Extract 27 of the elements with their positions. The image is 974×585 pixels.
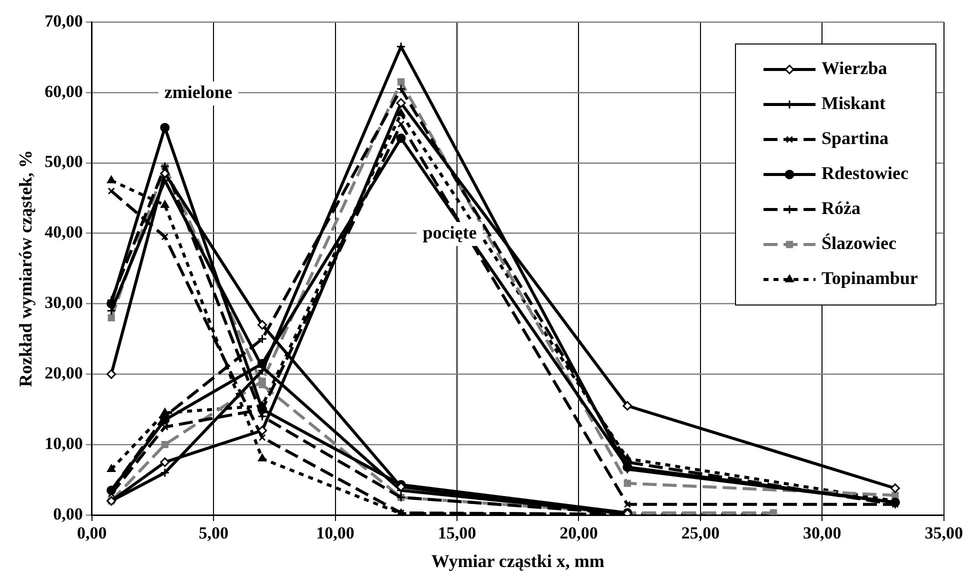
x-axis-title: Wymiar cząstki x, mm xyxy=(431,550,604,571)
y-tick-label: 70,00 xyxy=(44,11,83,30)
legend-label: Ślazowiec xyxy=(821,233,896,254)
y-tick-label: 20,00 xyxy=(44,364,83,383)
legend-label: Wierzba xyxy=(821,58,888,78)
x-tick-label: 10,00 xyxy=(316,524,354,543)
legend-label: Spartina xyxy=(821,128,889,148)
legend-label: Topinambur xyxy=(821,268,918,288)
y-tick-label: 40,00 xyxy=(44,222,83,242)
x-tick-label: 5,00 xyxy=(198,524,228,543)
annotation: zmielone xyxy=(164,82,232,102)
annotation: pocięte xyxy=(422,222,477,243)
legend-label: Róża xyxy=(821,198,860,218)
x-tick-label: 35,00 xyxy=(924,524,963,543)
x-tick-label: 15,00 xyxy=(438,524,476,543)
legend-label: Rdestowiec xyxy=(821,163,908,184)
y-tick-label: 50,00 xyxy=(44,152,83,172)
y-tick-label: 10,00 xyxy=(44,434,83,453)
y-tick-label: 60,00 xyxy=(44,82,83,101)
x-tick-label: 30,00 xyxy=(803,524,842,543)
y-tick-label: 30,00 xyxy=(44,293,83,312)
legend-label: Miskant xyxy=(821,93,886,114)
x-tick-label: 0,00 xyxy=(76,524,107,543)
y-tick-label: 0,00 xyxy=(53,504,83,524)
x-tick-label: 25,00 xyxy=(681,524,720,543)
y-axis-title: Rozkład wymiarów cząstek, % xyxy=(15,150,36,387)
x-tick-label: 20,00 xyxy=(560,524,598,543)
